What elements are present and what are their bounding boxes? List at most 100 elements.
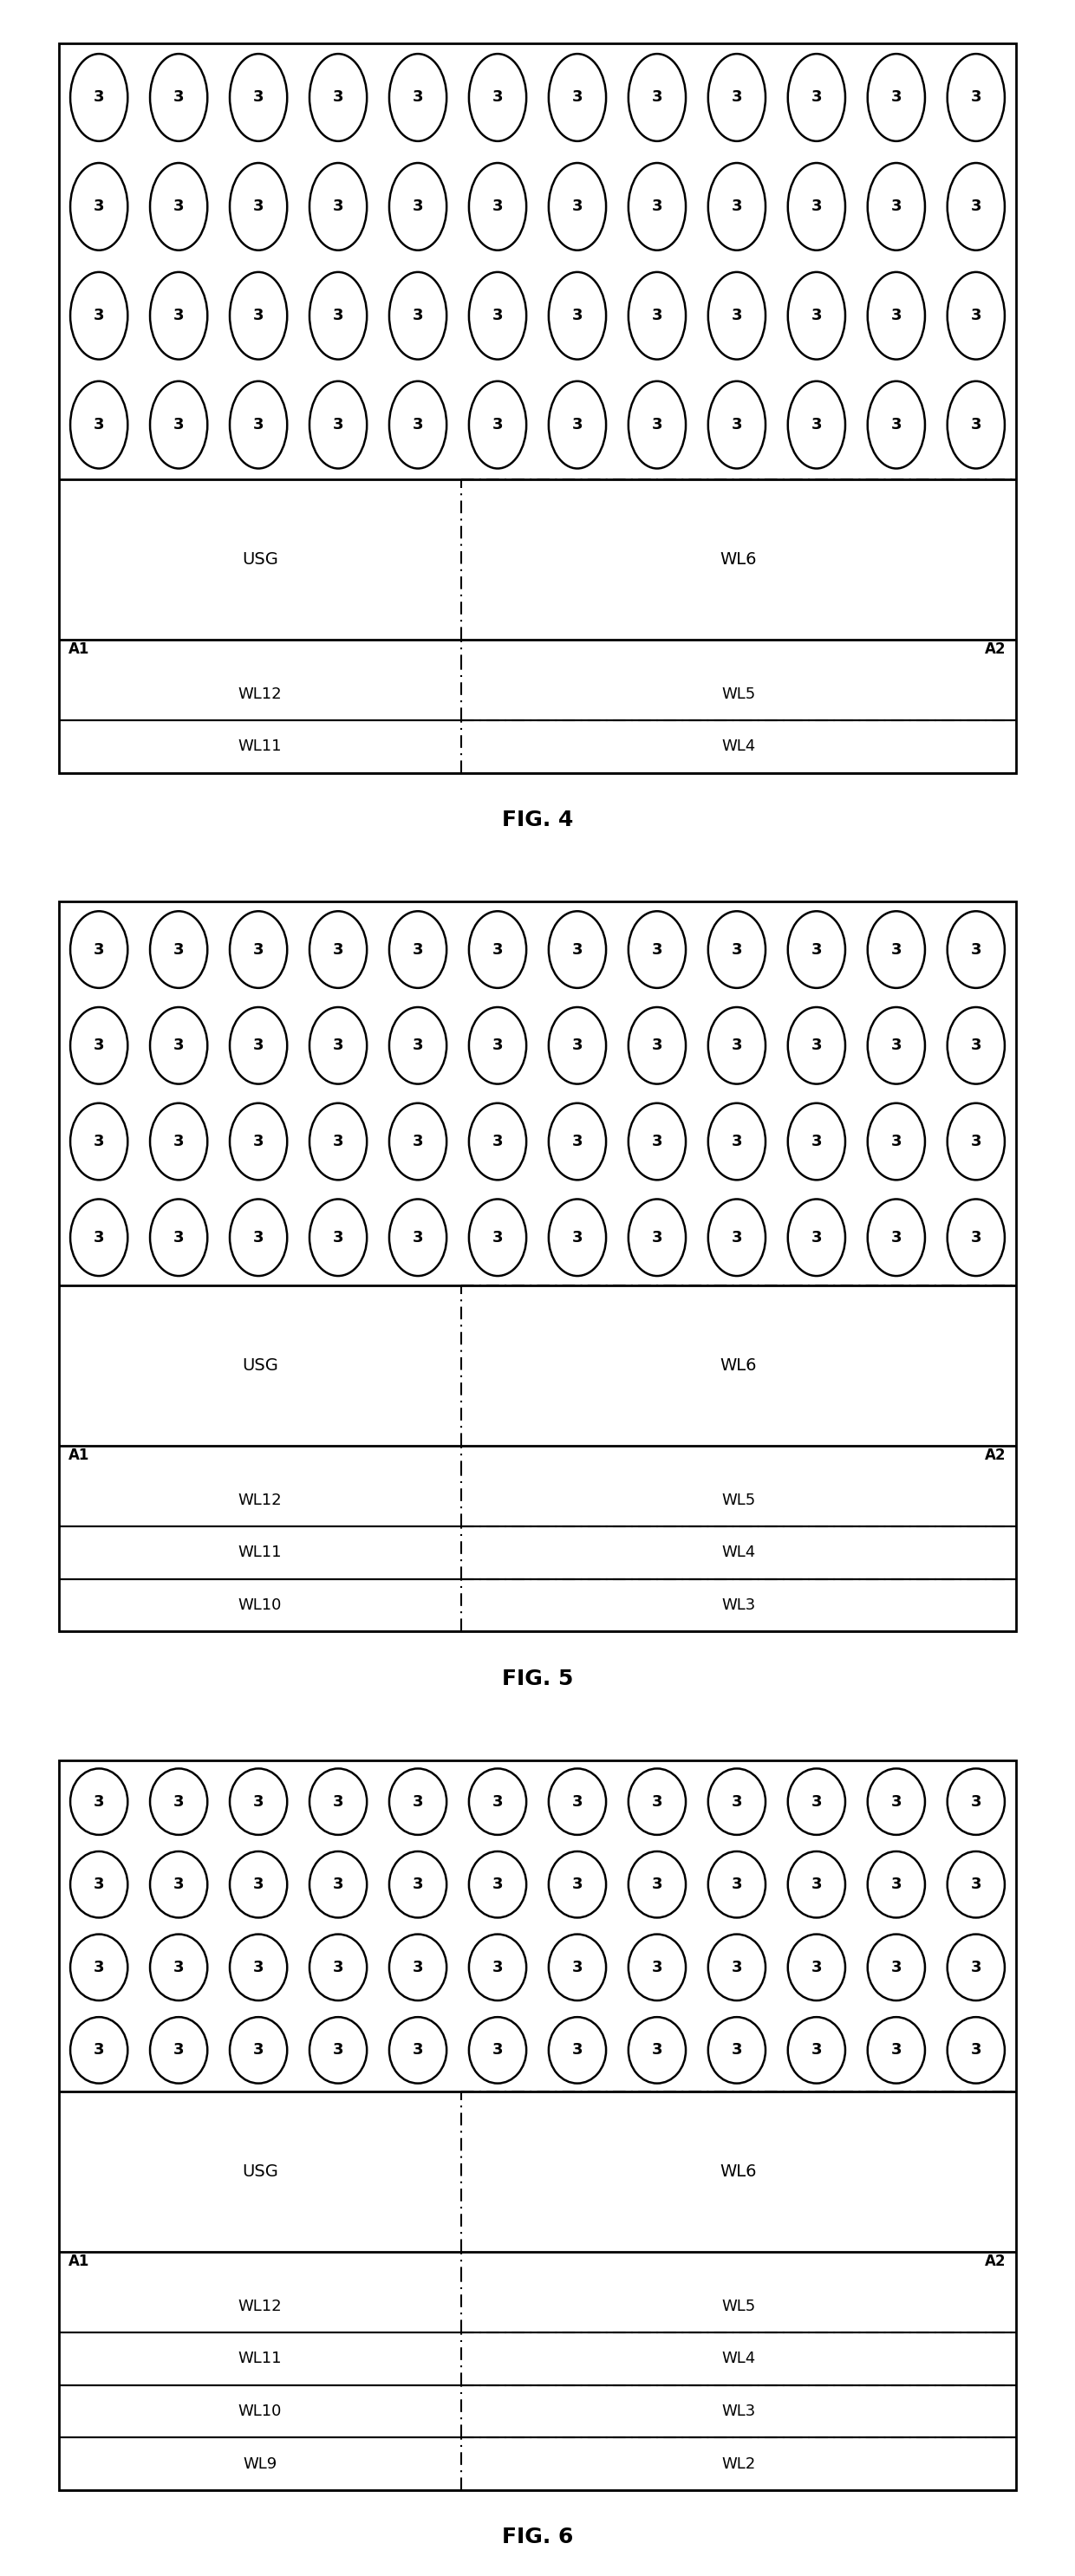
Ellipse shape <box>310 1007 367 1084</box>
Ellipse shape <box>947 1935 1005 2002</box>
Ellipse shape <box>70 54 128 142</box>
Ellipse shape <box>629 1103 686 1180</box>
Text: 3: 3 <box>731 2043 742 2058</box>
Text: 3: 3 <box>413 198 424 214</box>
Ellipse shape <box>151 1852 207 1917</box>
Ellipse shape <box>389 1770 446 1834</box>
Text: WL11: WL11 <box>239 2352 282 2367</box>
Text: 3: 3 <box>651 198 662 214</box>
Text: 3: 3 <box>173 309 184 325</box>
Ellipse shape <box>389 273 446 361</box>
Text: WL11: WL11 <box>239 1546 282 1561</box>
Text: WL12: WL12 <box>238 685 282 701</box>
Text: A2: A2 <box>985 1448 1006 1463</box>
Ellipse shape <box>629 381 686 469</box>
Text: 3: 3 <box>173 943 184 958</box>
Text: 3: 3 <box>413 1133 424 1149</box>
Text: 3: 3 <box>971 1133 981 1149</box>
Ellipse shape <box>469 54 527 142</box>
Ellipse shape <box>151 162 207 250</box>
Text: 3: 3 <box>253 1038 263 1054</box>
Text: 3: 3 <box>572 90 583 106</box>
Ellipse shape <box>788 273 845 361</box>
Ellipse shape <box>868 381 925 469</box>
Text: 3: 3 <box>94 1793 104 1808</box>
Text: 3: 3 <box>891 1878 902 1893</box>
Ellipse shape <box>151 1200 207 1275</box>
Text: 3: 3 <box>333 417 344 433</box>
Text: 3: 3 <box>572 2043 583 2058</box>
Text: 3: 3 <box>492 1229 503 1244</box>
Ellipse shape <box>310 1770 367 1834</box>
Ellipse shape <box>151 912 207 989</box>
Text: 3: 3 <box>94 2043 104 2058</box>
Ellipse shape <box>389 1103 446 1180</box>
Ellipse shape <box>70 1007 128 1084</box>
Ellipse shape <box>70 381 128 469</box>
Ellipse shape <box>548 54 606 142</box>
Ellipse shape <box>708 1103 765 1180</box>
Text: 3: 3 <box>971 198 981 214</box>
Text: 3: 3 <box>253 1960 263 1976</box>
Ellipse shape <box>230 2017 287 2084</box>
Text: 3: 3 <box>731 309 742 325</box>
Text: 3: 3 <box>651 1793 662 1808</box>
Ellipse shape <box>868 54 925 142</box>
Ellipse shape <box>548 2017 606 2084</box>
Text: 3: 3 <box>253 90 263 106</box>
Ellipse shape <box>548 1200 606 1275</box>
Ellipse shape <box>788 2017 845 2084</box>
Ellipse shape <box>151 273 207 361</box>
Ellipse shape <box>389 162 446 250</box>
Ellipse shape <box>548 273 606 361</box>
Text: 3: 3 <box>492 90 503 106</box>
Text: 3: 3 <box>731 90 742 106</box>
Ellipse shape <box>310 54 367 142</box>
Text: 3: 3 <box>253 1133 263 1149</box>
Text: 3: 3 <box>731 1038 742 1054</box>
Text: 3: 3 <box>413 1229 424 1244</box>
Ellipse shape <box>389 1200 446 1275</box>
Text: 3: 3 <box>492 1133 503 1149</box>
Ellipse shape <box>947 54 1005 142</box>
Text: 3: 3 <box>971 1229 981 1244</box>
Text: 3: 3 <box>492 309 503 325</box>
Ellipse shape <box>947 1770 1005 1834</box>
Text: 3: 3 <box>572 943 583 958</box>
Ellipse shape <box>947 1852 1005 1917</box>
Ellipse shape <box>70 2017 128 2084</box>
Ellipse shape <box>230 1935 287 2002</box>
Ellipse shape <box>151 381 207 469</box>
Text: 3: 3 <box>812 309 822 325</box>
Ellipse shape <box>947 1103 1005 1180</box>
Ellipse shape <box>868 1007 925 1084</box>
Text: 3: 3 <box>971 417 981 433</box>
Text: WL3: WL3 <box>721 1597 756 1613</box>
Ellipse shape <box>548 1852 606 1917</box>
Text: 3: 3 <box>173 1793 184 1808</box>
Ellipse shape <box>389 912 446 989</box>
Text: WL6: WL6 <box>720 551 757 567</box>
Text: 3: 3 <box>812 1793 822 1808</box>
Text: 3: 3 <box>173 198 184 214</box>
Text: WL12: WL12 <box>238 2298 282 2313</box>
Text: 3: 3 <box>891 943 902 958</box>
Text: A2: A2 <box>985 2254 1006 2269</box>
Ellipse shape <box>788 381 845 469</box>
Text: 3: 3 <box>253 309 263 325</box>
Ellipse shape <box>868 1200 925 1275</box>
Text: 3: 3 <box>812 1038 822 1054</box>
Ellipse shape <box>230 1103 287 1180</box>
Text: 3: 3 <box>94 309 104 325</box>
Ellipse shape <box>310 1852 367 1917</box>
Text: 3: 3 <box>333 1229 344 1244</box>
Text: 3: 3 <box>812 1229 822 1244</box>
Ellipse shape <box>230 54 287 142</box>
Ellipse shape <box>151 1770 207 1834</box>
Ellipse shape <box>230 1852 287 1917</box>
Text: 3: 3 <box>572 1229 583 1244</box>
Ellipse shape <box>788 162 845 250</box>
Ellipse shape <box>310 381 367 469</box>
Text: 3: 3 <box>971 2043 981 2058</box>
Text: 3: 3 <box>891 1793 902 1808</box>
